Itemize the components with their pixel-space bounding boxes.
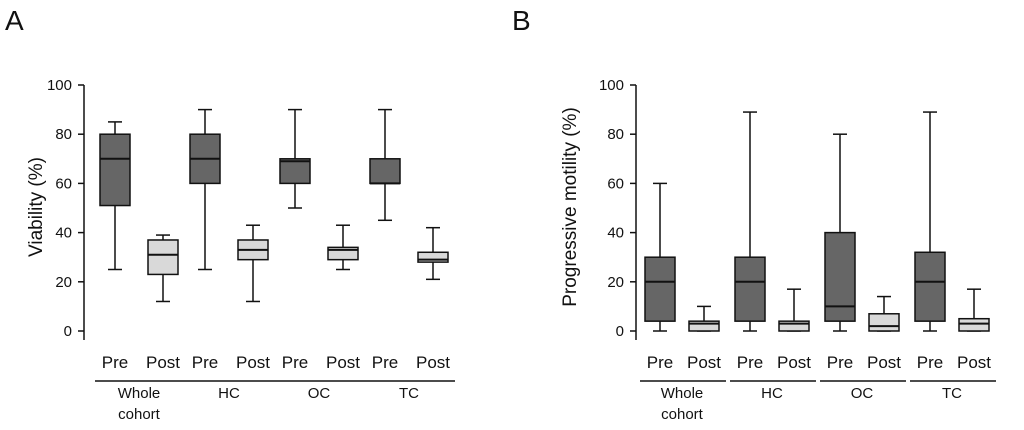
group-label: HC: [761, 385, 783, 402]
group-label-line2: cohort: [118, 406, 161, 423]
x-tick-label: Pre: [647, 353, 673, 372]
group-label: OC: [308, 385, 331, 402]
box-pre-whole-cohort: [644, 182, 676, 332]
y-tick-label: 80: [607, 126, 624, 143]
panel-a-axes: 0 20 40 60 80 100: [47, 77, 85, 340]
panel-b-y-axis-label: Progressive motility (%): [560, 107, 581, 307]
box-pre-hc: [189, 108, 221, 271]
x-tick-label: Pre: [737, 353, 763, 372]
y-tick-label: 60: [55, 175, 72, 192]
group-label: Whole: [661, 385, 704, 402]
panel-b-axes: 0 20 40 60 80 100: [599, 77, 637, 340]
x-tick-label: Post: [687, 353, 721, 372]
iqr-box: [644, 256, 676, 322]
box-post-hc: [237, 224, 269, 303]
y-tick-label: 40: [55, 225, 72, 242]
box-pre-oc: [279, 108, 311, 209]
panel-a-label: A: [5, 5, 24, 36]
x-tick-label: Pre: [917, 353, 943, 372]
x-tick-label: Post: [957, 353, 991, 372]
x-tick-label: Pre: [192, 353, 218, 372]
x-tick-label: Post: [236, 353, 270, 372]
iqr-box: [417, 251, 449, 263]
box-pre-oc: [824, 133, 856, 332]
box-post-whole-cohort: [147, 234, 179, 303]
iqr-box: [958, 317, 990, 332]
y-tick-label: 40: [607, 225, 624, 242]
box-post-oc: [327, 224, 359, 271]
x-tick-label: Post: [777, 353, 811, 372]
panel-b-x-labels: Pre Post Pre Post Pre Post Pre Post Whole cohort H…: [640, 353, 996, 423]
x-tick-label: Post: [326, 353, 360, 372]
group-label: Whole: [118, 385, 161, 402]
panel-a-x-labels: Pre Post Pre Post Pre Post Pre Post Whole cohort H…: [95, 353, 455, 423]
iqr-box: [369, 158, 401, 185]
iqr-box: [914, 251, 946, 322]
box-post-oc: [868, 295, 900, 332]
group-label-line2: cohort: [661, 406, 704, 423]
panel-a-boxes: [99, 108, 449, 303]
panel-b-boxes: [644, 111, 990, 332]
box-post-hc: [778, 288, 810, 332]
box-post-tc: [958, 288, 990, 332]
iqr-box: [688, 320, 720, 332]
x-tick-label: Pre: [827, 353, 853, 372]
x-tick-label: Pre: [372, 353, 398, 372]
iqr-box: [824, 231, 856, 322]
iqr-box: [99, 133, 131, 207]
x-tick-label: Post: [146, 353, 180, 372]
group-label: TC: [399, 385, 419, 402]
y-tick-label: 100: [47, 77, 72, 94]
x-tick-label: Pre: [102, 353, 128, 372]
iqr-box: [868, 313, 900, 332]
y-tick-label: 0: [64, 323, 72, 340]
box-pre-hc: [734, 111, 766, 332]
iqr-box: [147, 239, 179, 276]
panel-b: B Progressive motility (%) 020406080100 …: [512, 5, 996, 423]
y-tick-label: 20: [607, 274, 624, 291]
y-tick-label: 20: [55, 274, 72, 291]
x-tick-label: Post: [867, 353, 901, 372]
x-tick-label: Pre: [282, 353, 308, 372]
panel-a-y-axis-label: Viability (%): [26, 157, 47, 257]
y-tick-label: 0: [616, 323, 624, 340]
box-post-tc: [417, 226, 449, 281]
y-tick-label: 100: [599, 77, 624, 94]
iqr-box: [778, 320, 810, 332]
group-label: OC: [851, 385, 874, 402]
box-pre-tc: [369, 108, 401, 222]
box-post-whole-cohort: [688, 305, 720, 332]
box-pre-whole-cohort: [99, 121, 131, 271]
group-label: HC: [218, 385, 240, 402]
group-label: TC: [942, 385, 962, 402]
box-pre-tc: [914, 111, 946, 332]
iqr-box: [279, 158, 311, 185]
x-tick-label: Post: [416, 353, 450, 372]
y-tick-label: 60: [607, 175, 624, 192]
iqr-box: [734, 256, 766, 322]
y-tick-label: 80: [55, 126, 72, 143]
panel-b-label: B: [512, 5, 531, 36]
